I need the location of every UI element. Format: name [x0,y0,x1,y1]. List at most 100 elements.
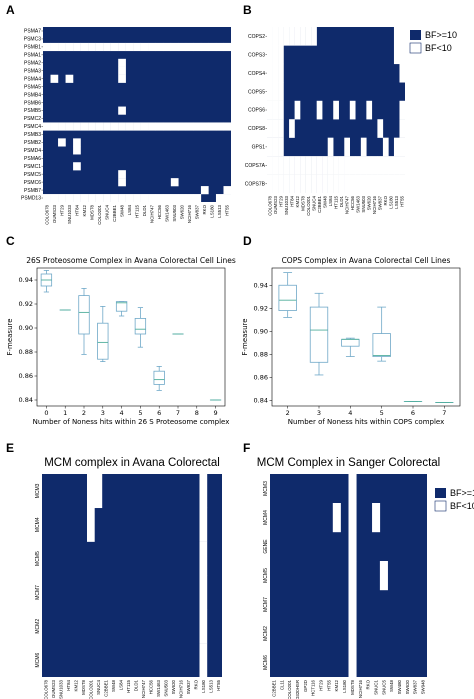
heatmap-cell-off [140,122,149,131]
heatmap-cell-off [349,156,356,175]
heatmap-cell-off [185,194,194,203]
box-3 [97,305,109,363]
heatmap-cell-off [170,194,179,203]
column-label: LS84 [127,204,132,215]
heatmap-cell-off [118,170,126,179]
plot-frame [271,267,461,407]
row-label: PSMA7 [24,29,41,35]
legend-label-nohit: BF<10 [425,43,452,53]
row-label: COPS5 [248,89,265,95]
heatmap-cell-off [283,27,290,46]
x-tick-label: 4 [120,409,124,417]
heatmap-cell-off [344,137,350,157]
row-label: MCM6 [35,653,41,668]
heatmap-cell-off [223,122,232,131]
row-label: PSMB3 [24,132,41,138]
legend-swatch-hit [410,30,421,40]
heatmap-cell-off [58,194,66,203]
box-5 [134,307,147,348]
heatmap-cell-off [377,119,384,138]
heatmap-cell-off [267,119,273,138]
heatmap-cell-off [388,174,395,194]
column-label: LS513 [394,195,399,208]
heatmap-cell-off [382,174,389,194]
heatmap-cell-off [133,122,141,131]
row-label: COPS2 [248,34,265,40]
heatmap-cell-off [348,474,357,504]
row-label: PSMC6 [24,180,41,186]
box-body [372,333,391,357]
column-label: SW837 [378,195,383,210]
heatmap-cell-off [327,156,334,175]
column-label: KM12 [334,679,339,691]
row-label: PSMB6 [24,100,41,106]
heatmap-cell-off [311,156,317,175]
row-label: MCM5 [35,551,41,566]
heatmap-cell-off [267,100,273,120]
column-label: SNU503 [172,204,177,221]
heatmap-cell-off [94,474,103,509]
row-label: GENE [263,539,269,554]
heatmap-cell-off [305,174,312,194]
column-label: SW48 [389,679,394,692]
heatmap-cell-off [223,186,232,195]
heatmap-cell-off [399,100,406,120]
heatmap-cell-off [305,156,312,175]
heatmap-cell-off [393,174,400,194]
plot-title: COPS Complex in Avana Colorectal Cell Li… [282,256,451,265]
y-tick-label: 0.88 [254,350,268,358]
heatmap-cell-off [360,137,367,157]
heatmap-cell-off [215,42,224,52]
box-0 [40,269,53,293]
heatmap-cell-off [267,82,273,101]
box-body [341,338,360,347]
row-label: MCM3 [35,483,41,498]
column-label: SW48 [111,679,116,692]
column-label: HT55 [225,204,230,215]
heatmap-cell-off [344,156,350,175]
x-tick-label: 2 [82,409,86,417]
heatmap-cell-off [103,42,111,52]
column-label: COLO678 [267,195,272,215]
heatmap-cell-off [125,42,134,52]
heatmap-cell-off [208,42,217,52]
column-label: HT29 [59,204,64,215]
column-label: SW837 [186,679,191,694]
heatmap-cell-off [95,42,104,52]
row-label: PSMC3 [24,37,41,43]
x-tick-label: 6 [157,409,161,417]
heatmap-cell-off [399,63,406,83]
heatmap-cell-off [333,156,339,175]
column-label: SNU503 [361,195,366,212]
heatmap-cell-off [348,619,357,649]
heatmap-cell-off [118,106,126,115]
row-label: PSMB7 [24,188,41,194]
heatmap-cell-off [393,27,400,46]
heatmap-cell-off [355,174,362,194]
column-label: CL11 [279,679,284,690]
row-label: MCM7 [35,585,41,600]
row-label: MCM2 [263,626,269,641]
heatmap-cell-off [272,45,279,65]
heatmap-cell-off [348,648,357,678]
heatmap-cell-off [316,156,323,175]
panel-letter-d: D [243,234,252,248]
heatmap-cell-off [103,194,111,203]
heatmap-cell-off [125,194,134,203]
heatmap-cell-off [87,507,95,542]
heatmap-cell-off [125,122,134,131]
heatmap-cell-off [43,194,51,203]
heatmap-cell-off [73,138,81,147]
row-label: PSMC1 [24,164,41,170]
heatmap-cell-off [366,100,373,120]
column-label: COLO201 [287,679,292,699]
y-tick-label: 0.90 [254,327,268,335]
column-label: HT29 [319,679,324,690]
heatmap-cell-off [200,122,209,131]
legend-label-nohit: BF<10 [450,501,474,511]
y-tick-label: 0.84 [254,396,268,404]
heatmap-cell-off [80,42,89,52]
